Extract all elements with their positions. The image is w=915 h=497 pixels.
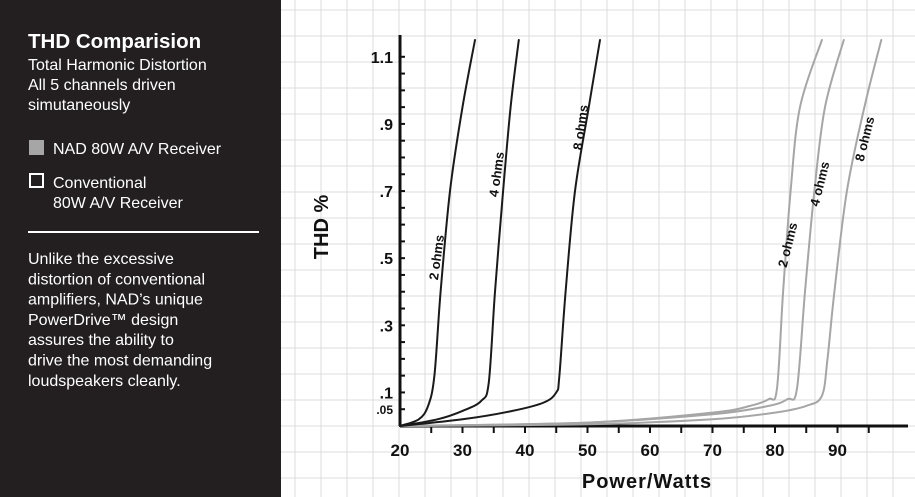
subtitle-line: simutaneously — [28, 97, 130, 114]
y-tick-label: .05 — [376, 403, 393, 417]
conventional-4-ohms-line — [399, 39, 520, 427]
subtitle-line: All 5 channels driven — [28, 77, 176, 94]
description-line: distortion of conventional — [28, 271, 205, 288]
series — [399, 39, 883, 427]
description-text: Unlike the excessive distortion of conven… — [28, 251, 212, 390]
description-line: Unlike the excessive — [28, 251, 174, 268]
legend-swatch-conventional — [29, 173, 44, 188]
conventional-2-ohms-label: 2 ohms — [426, 234, 447, 281]
x-tick-label: 90 — [828, 441, 847, 460]
x-tick-label: 40 — [516, 441, 535, 460]
legend-swatch-nad — [29, 140, 44, 155]
legend: NAD 80W A/V Receiver Conventional 80W A/V … — [29, 140, 222, 212]
chart-subtitle: Total Harmonic Distortion All 5 channels … — [28, 57, 207, 114]
y-tick-label: 1.1 — [371, 50, 393, 67]
description-line: drive the most demanding — [28, 353, 212, 370]
y-axis-label: THD % — [311, 195, 333, 260]
chart-title: THD Comparision — [28, 30, 201, 53]
y-tick-label: .1 — [380, 385, 393, 402]
legend-label-nad: NAD 80W A/V Receiver — [53, 141, 222, 158]
x-tick-label: 70 — [703, 441, 722, 460]
x-axis-label: Power/Watts — [582, 471, 712, 493]
y-tick-label: .9 — [380, 117, 393, 134]
x-tick-label: 30 — [453, 441, 472, 460]
description-line: loudspeakers cleanly. — [28, 373, 181, 390]
description-line: assures the ability to — [28, 332, 174, 349]
legend-label-conventional: Conventional — [53, 175, 146, 192]
x-tick-label: 20 — [391, 441, 410, 460]
description-line: amplifiers, NAD’s unique — [28, 292, 203, 309]
description-line: PowerDrive™ design — [28, 312, 178, 329]
conventional-4-ohms-label: 4 ohms — [486, 151, 507, 198]
y-tick-label: .7 — [380, 184, 393, 201]
subtitle-line: Total Harmonic Distortion — [28, 57, 207, 74]
conventional-2-ohms-line — [399, 39, 476, 427]
axes: .05.1 .3 .5 .7 .9 1.1 20 30 40 50 60 70 80 90 — [371, 35, 908, 460]
y-tick-label: .5 — [380, 251, 393, 268]
y-tick-label: .3 — [380, 318, 393, 335]
conventional-8-ohms-label: 8 ohms — [570, 104, 591, 151]
conventional-8-ohms-line — [399, 39, 601, 427]
grid — [281, 0, 915, 497]
info-panel — [0, 0, 281, 497]
x-tick-label: 80 — [766, 441, 785, 460]
legend-label-conventional: 80W A/V Receiver — [53, 195, 184, 212]
x-tick-label: 50 — [578, 441, 597, 460]
nad-4-ohms-line — [399, 39, 845, 427]
nad-8-ohms-line — [399, 39, 883, 427]
x-tick-label: 60 — [641, 441, 660, 460]
